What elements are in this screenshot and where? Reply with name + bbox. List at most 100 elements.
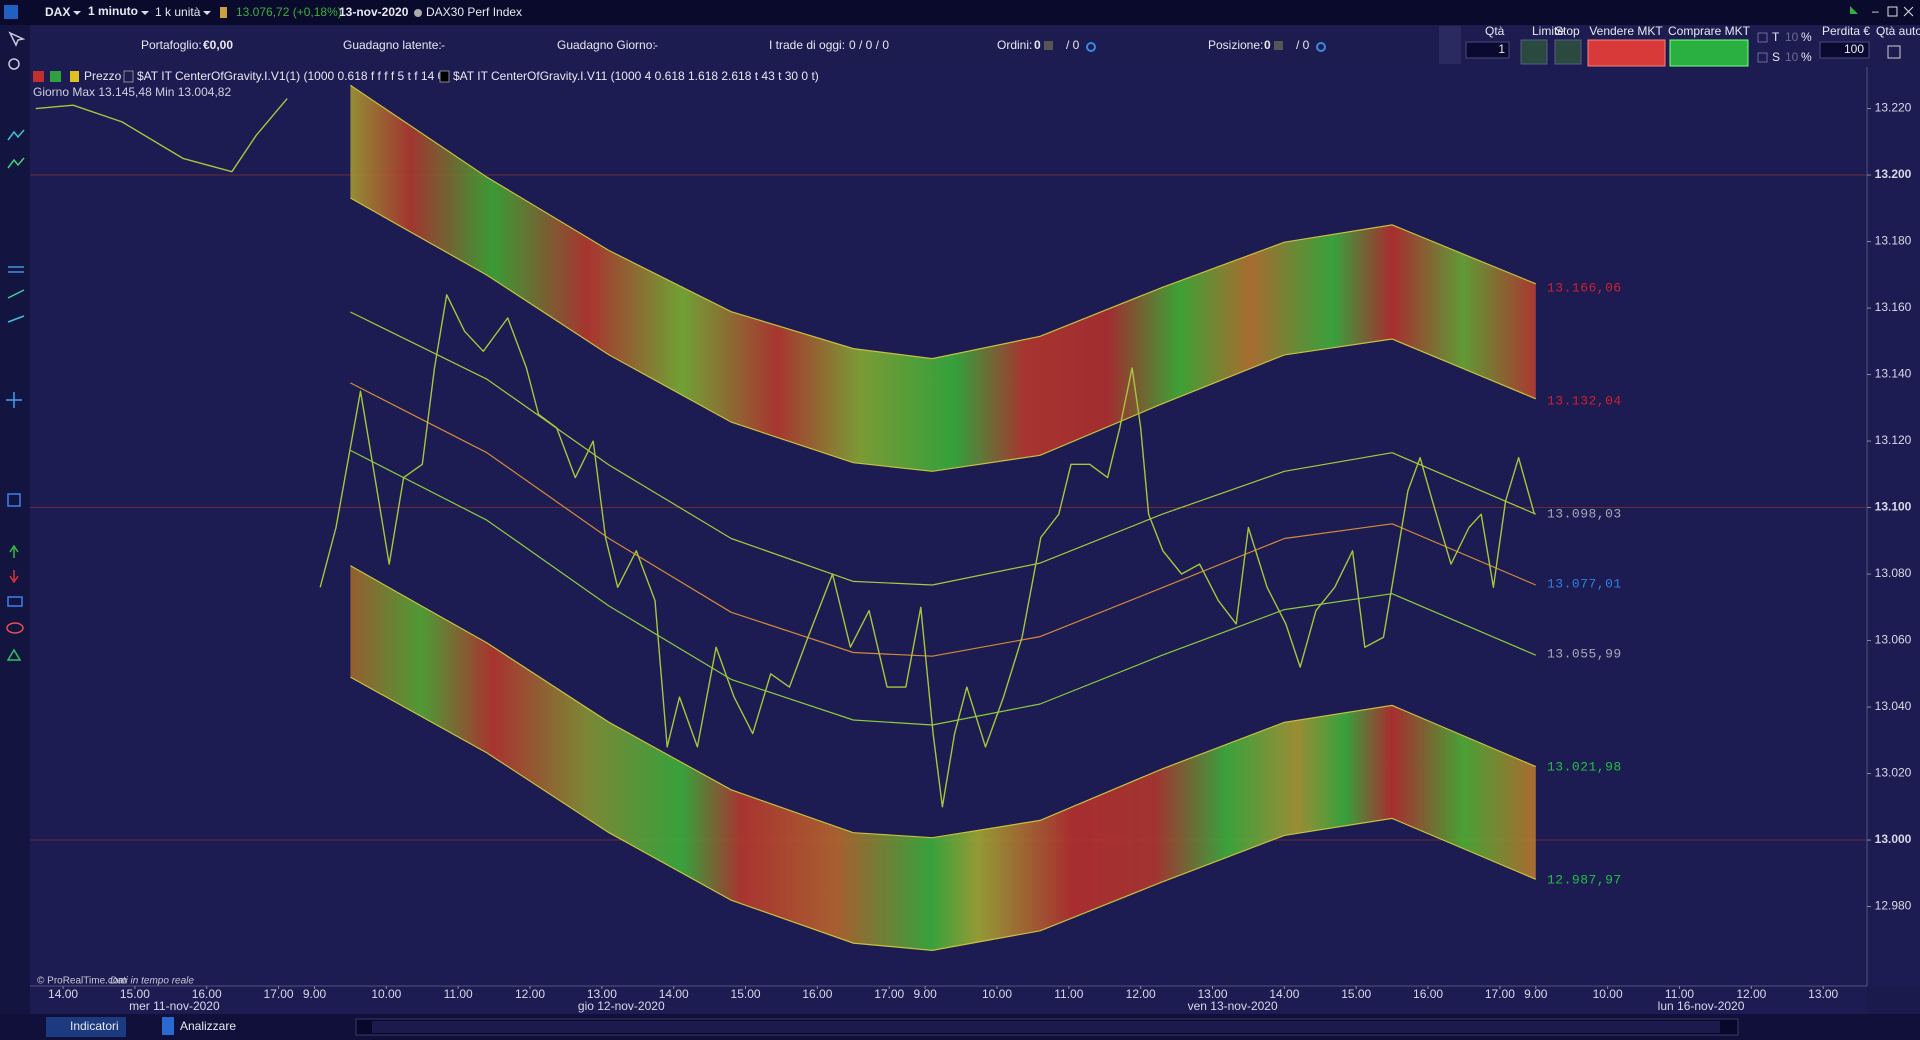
- chart-date: 13-nov-2020: [339, 5, 409, 19]
- price-line: [35, 98, 1536, 808]
- indicator-line: [350, 311, 1537, 586]
- x-tick-label: 15.00: [731, 987, 761, 1001]
- x-tick-label: 9.00: [303, 987, 327, 1001]
- analyzer-icon[interactable]: [162, 1017, 174, 1035]
- buy-button[interactable]: [1669, 39, 1749, 67]
- x-tick-label: 9.00: [913, 987, 937, 1001]
- dropdown-arrow[interactable]: [73, 11, 81, 15]
- sell-button[interactable]: [1587, 39, 1666, 67]
- x-tick-label: 17.00: [264, 987, 294, 1001]
- refresh-icon[interactable]: [1850, 6, 1858, 14]
- position-value: 0: [1264, 38, 1271, 52]
- legend-entry: Prezzo: [84, 69, 122, 83]
- level-label: 13.055,99: [1547, 646, 1622, 661]
- x-tick-label: 13.00: [1198, 987, 1228, 1001]
- position-value-2: / 0: [1296, 38, 1310, 52]
- position-icon[interactable]: [1274, 41, 1283, 50]
- legend-icon[interactable]: [33, 71, 44, 82]
- settings-button[interactable]: [1439, 26, 1461, 64]
- tool-trend[interactable]: [7, 157, 25, 169]
- level-label: 13.098,03: [1547, 507, 1622, 522]
- close-button[interactable]: [1903, 6, 1914, 17]
- indicators-label[interactable]: Indicatori: [70, 1019, 119, 1033]
- app-icon: [4, 5, 18, 19]
- legend-entry: $AT IT CenterOfGravity.I.V11 (1000 4 0.6…: [453, 69, 819, 83]
- position-link-icon[interactable]: [1316, 42, 1326, 52]
- tool-zoom[interactable]: [8, 58, 20, 70]
- y-tick-label: 13.180: [1875, 234, 1912, 248]
- drawing-tools: [6, 31, 26, 661]
- price-icon: [220, 7, 227, 18]
- loss-value[interactable]: 100: [1844, 42, 1864, 56]
- x-tick-label: 13.00: [1808, 987, 1838, 1001]
- legend-icon[interactable]: [50, 71, 61, 82]
- t-percent-sign: %: [1801, 30, 1812, 44]
- s-checkbox[interactable]: [1757, 52, 1768, 63]
- t-checkbox[interactable]: [1757, 32, 1768, 43]
- loss-input[interactable]: [1819, 41, 1870, 59]
- band-fill: [350, 85, 1536, 472]
- tool-channel[interactable]: [8, 266, 24, 273]
- sell-label: Vendere MKT: [1589, 24, 1663, 38]
- realtime-note: Dati in tempo reale: [110, 976, 194, 987]
- tool-triangle[interactable]: [6, 648, 22, 661]
- portfolio-value: €0,00: [203, 38, 233, 52]
- portfolio-label: Portafoglio:: [141, 38, 202, 52]
- x-tick-label: 11.00: [1054, 987, 1083, 1001]
- timeframe-selector[interactable]: 1 minuto: [88, 4, 138, 18]
- tool-gann[interactable]: [7, 315, 25, 323]
- level-label: 13.166,06: [1547, 280, 1622, 295]
- loss-label: Perdita €: [1822, 24, 1870, 38]
- tool-box[interactable]: [7, 596, 23, 607]
- symbol-selector[interactable]: DAX: [45, 5, 70, 19]
- legend-entry: $AT IT CenterOfGravity.I.V1(1) (1000 0.6…: [137, 69, 448, 83]
- tool-move[interactable]: [6, 392, 22, 408]
- stop-button[interactable]: [1554, 39, 1582, 65]
- s-label: S: [1772, 50, 1780, 64]
- analyzer-label[interactable]: Analizzare: [180, 1019, 236, 1033]
- x-tick-label: 10.00: [982, 987, 1012, 1001]
- day-info: Giorno Max 13.145,48 Min 13.004,82: [33, 85, 231, 99]
- y-tick-label: 13.200: [1875, 167, 1912, 181]
- last-price: 13.076,72 (+0,18%): [236, 5, 342, 19]
- y-tick-label: 12.980: [1875, 899, 1912, 913]
- x-tick-label: 16.00: [802, 987, 832, 1001]
- tool-rect[interactable]: [7, 493, 21, 507]
- y-tick-label: 13.100: [1875, 500, 1912, 514]
- left-toolbar: [0, 25, 30, 1015]
- x-tick-label: 12.00: [1736, 987, 1766, 1001]
- tool-fibo[interactable]: [7, 289, 25, 299]
- latent-value: -: [441, 38, 445, 52]
- y-tick-label: 13.080: [1875, 566, 1912, 580]
- tool-arrow-up[interactable]: [9, 544, 19, 558]
- day-gain-value: -: [654, 38, 658, 52]
- dropdown-arrow[interactable]: [141, 11, 149, 15]
- y-tick-label: 13.040: [1875, 699, 1912, 713]
- band-edge: [350, 84, 1537, 360]
- band-edge: [350, 676, 1537, 952]
- x-tick-label: 11.00: [1665, 987, 1694, 1001]
- qty-input[interactable]: [1465, 41, 1510, 59]
- orders-link-icon[interactable]: [1086, 42, 1096, 52]
- size-selector[interactable]: 1 k unità: [155, 5, 201, 19]
- tool-ellipse[interactable]: [6, 622, 24, 634]
- auto-qty-toggle[interactable]: [1887, 45, 1901, 59]
- axes: 12.980 13.000 13.020 13.040 13.060 13.080 13.1…: [48, 101, 1912, 1013]
- s-percent[interactable]: 10: [1785, 50, 1799, 64]
- orders-icon[interactable]: [1044, 41, 1053, 50]
- x-tick-label: 15.00: [120, 987, 150, 1001]
- indicators-button[interactable]: [46, 1017, 126, 1037]
- tool-pointer[interactable]: [8, 31, 26, 47]
- limit-button[interactable]: [1520, 39, 1548, 65]
- scroll-thumb[interactable]: [372, 1021, 1720, 1033]
- maximize-button[interactable]: [1887, 6, 1898, 17]
- tool-arrow-down[interactable]: [9, 570, 19, 584]
- qty-value[interactable]: 1: [1498, 42, 1505, 56]
- tool-line[interactable]: [7, 129, 25, 141]
- s-percent-sign: %: [1801, 50, 1812, 64]
- x-tick-label: 17.00: [1485, 987, 1515, 1001]
- t-percent[interactable]: 10: [1785, 30, 1799, 44]
- dropdown-arrow[interactable]: [203, 11, 211, 15]
- minimize-button[interactable]: –: [1872, 4, 1879, 18]
- x-tick-label: 14.00: [48, 987, 78, 1001]
